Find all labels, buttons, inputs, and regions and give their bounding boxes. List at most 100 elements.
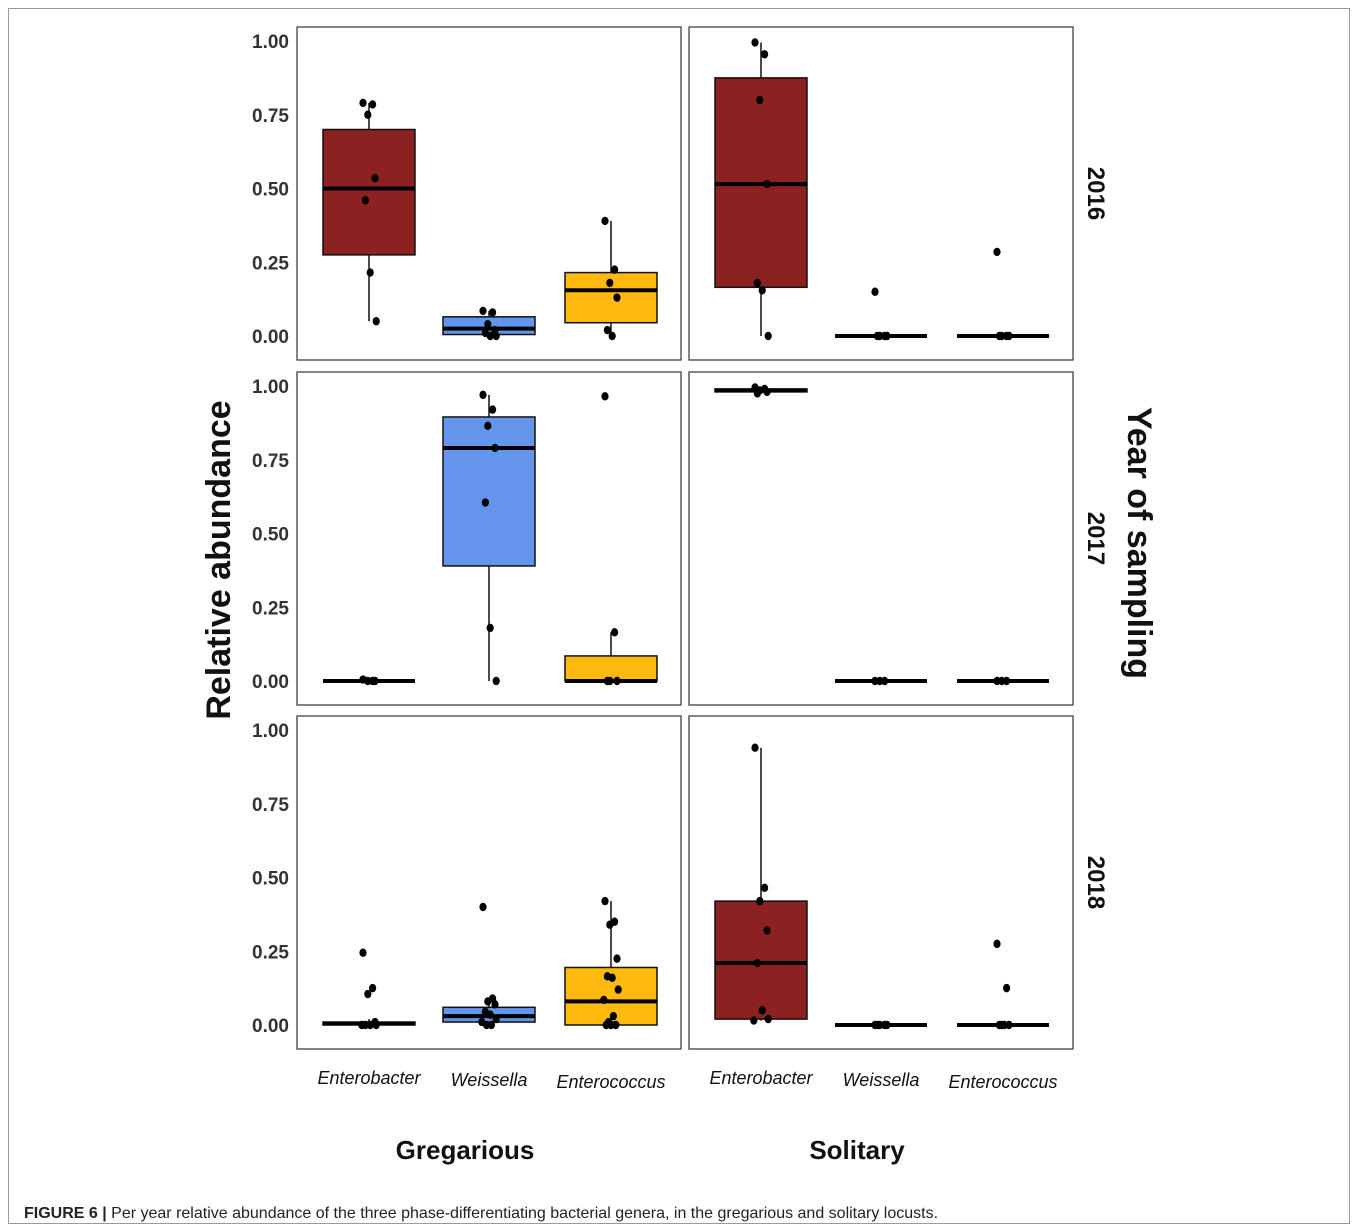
data-point-enterococcus — [1005, 331, 1013, 341]
data-point-enterococcus — [601, 392, 609, 401]
data-point-enterobacter — [361, 196, 369, 205]
data-point-weissella — [479, 390, 487, 400]
data-point-weissella — [883, 1020, 891, 1030]
y-tick-label: 0.75 — [252, 106, 289, 127]
data-point-enterobacter — [763, 387, 771, 397]
data-point-enterobacter — [750, 1016, 758, 1025]
panel-gregarious-2016 — [296, 26, 682, 361]
data-point-enterococcus — [993, 247, 1001, 257]
data-point-weissella — [873, 331, 882, 341]
data-point-weissella — [876, 676, 884, 686]
y-tick-label: 0.25 — [252, 253, 289, 274]
data-point-enterobacter — [369, 100, 377, 109]
data-point-enterococcus — [613, 954, 621, 963]
data-point-enterococcus — [613, 293, 621, 302]
data-point-enterobacter — [761, 883, 769, 893]
data-point-enterococcus — [995, 331, 1004, 341]
data-point-enterococcus — [607, 1020, 615, 1030]
data-point-enterococcus — [1003, 983, 1011, 993]
facet-column-label-gregarious: Gregarious — [396, 1135, 535, 1165]
panel-solitary-2018 — [688, 715, 1074, 1050]
data-point-weissella — [491, 1000, 499, 1009]
data-point-enterobacter — [756, 95, 764, 105]
x-category-label: Enterobacter — [709, 1068, 813, 1088]
data-point-enterococcus — [611, 628, 619, 637]
data-point-enterobacter — [751, 38, 759, 47]
panel-solitary-2016 — [688, 26, 1074, 361]
data-point-enterobacter — [369, 983, 377, 993]
data-point-weissella — [492, 676, 500, 686]
data-point-enterobacter — [758, 286, 766, 295]
y-tick-label: 0.50 — [252, 869, 289, 890]
data-point-weissella — [481, 498, 489, 507]
y-tick-label: 1.00 — [252, 377, 289, 398]
data-point-enterobacter — [366, 268, 374, 277]
data-point-enterobacter — [358, 1020, 366, 1030]
box-enterococcus — [564, 655, 658, 682]
figure-caption: FIGURE 6 | Per year relative abundance o… — [24, 1205, 938, 1223]
y-tick-label: 0.25 — [252, 598, 289, 619]
data-point-enterococcus — [993, 939, 1001, 949]
panel-border — [688, 371, 1074, 706]
panels-layer — [296, 26, 1074, 1050]
data-point-enterobacter — [763, 179, 771, 189]
caption-label: FIGURE 6 | — [24, 1205, 107, 1222]
data-point-weissella — [479, 902, 487, 912]
data-point-enterobacter — [763, 926, 771, 935]
caption-text: Per year relative abundance of the three… — [106, 1205, 939, 1222]
panel-gregarious-2017 — [296, 371, 682, 706]
panel-solitary-2017 — [688, 371, 1074, 706]
data-point-weissella — [484, 997, 492, 1006]
data-point-enterococcus — [613, 676, 621, 686]
facet-column-label-solitary: Solitary — [809, 1135, 905, 1165]
y-tick-label: 0.00 — [252, 1016, 289, 1037]
strip-label-2016: 2016 — [1082, 167, 1109, 220]
data-point-weissella — [484, 421, 492, 431]
data-point-weissella — [491, 443, 499, 453]
data-point-weissella — [489, 405, 497, 414]
data-point-enterobacter — [359, 948, 367, 957]
strip-label-2018: 2018 — [1082, 856, 1109, 909]
y-tick-label: 0.50 — [252, 180, 289, 201]
data-point-enterobacter — [753, 958, 762, 968]
data-point-weissella — [486, 331, 494, 341]
x-category-label: Weissella — [451, 1070, 528, 1090]
y-tick-label: 0.75 — [252, 451, 289, 472]
data-point-weissella — [492, 1014, 500, 1024]
strip-label-2017: 2017 — [1082, 512, 1109, 565]
data-point-enterobacter — [372, 1020, 380, 1030]
x-category-label: Enterococcus — [948, 1072, 1057, 1092]
data-point-weissella — [871, 287, 879, 296]
box-enterococcus — [564, 271, 658, 324]
box-weissella — [442, 416, 536, 567]
data-point-enterobacter — [359, 98, 367, 108]
data-point-enterobacter — [761, 50, 769, 59]
data-point-enterococcus — [606, 278, 614, 288]
data-point-enterobacter — [371, 173, 379, 183]
data-point-enterobacter — [371, 676, 379, 686]
data-point-weissella — [479, 306, 487, 316]
data-point-weissella — [489, 308, 497, 317]
data-point-weissella — [883, 331, 891, 341]
data-point-weissella — [492, 331, 500, 341]
y-tick-label: 0.50 — [252, 525, 289, 546]
data-point-weissella — [483, 1020, 491, 1030]
data-point-enterobacter — [758, 1006, 766, 1015]
data-point-enterobacter — [764, 331, 772, 341]
data-point-enterococcus — [603, 325, 612, 335]
data-point-enterobacter — [751, 743, 759, 752]
data-point-enterobacter — [366, 1020, 374, 1030]
data-point-enterococcus — [608, 331, 616, 341]
data-point-enterococcus — [609, 1011, 618, 1021]
data-point-enterobacter — [753, 278, 762, 288]
y-tick-label: 0.25 — [252, 942, 289, 963]
box-enterobacter — [322, 128, 416, 256]
y-tick-label: 1.00 — [252, 721, 289, 742]
data-point-enterobacter — [364, 110, 372, 119]
y-tick-label: 0.75 — [252, 795, 289, 816]
data-point-enterococcus — [606, 920, 614, 929]
y-tick-label: 0.00 — [252, 672, 289, 693]
data-point-enterococcus — [608, 973, 616, 982]
y-tick-label: 0.00 — [252, 327, 289, 348]
boxplot-figure: 0.00 0.25 0.50 0.75 1.00 2016 0.00 0.25 0.50 0.75… — [200, 26, 1158, 1165]
